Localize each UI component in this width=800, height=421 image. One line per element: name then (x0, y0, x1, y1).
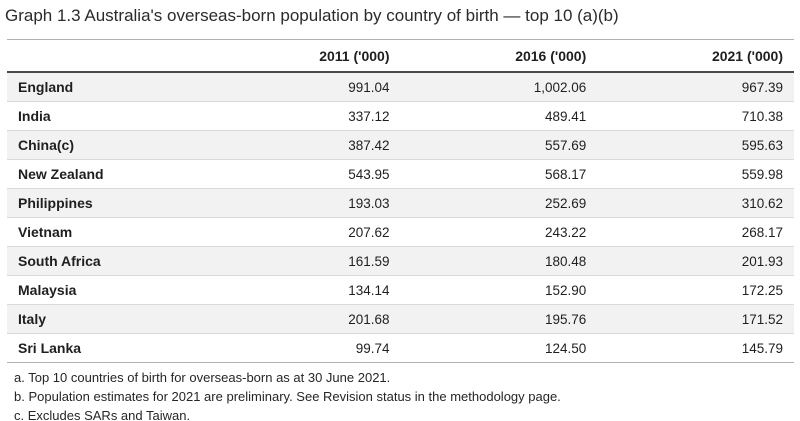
value-cell-2011: 193.03 (203, 188, 401, 218)
table-row: Italy 201.68 195.76 171.52 (7, 304, 794, 334)
value-cell-2021: 310.62 (597, 188, 794, 218)
value-cell-2011: 161.59 (203, 246, 401, 276)
table-row: Malaysia 134.14 152.90 172.25 (7, 275, 794, 305)
table-row: Vietnam 207.62 243.22 268.17 (7, 217, 794, 247)
country-cell: China(c) (7, 130, 204, 160)
value-cell-2016: 124.50 (400, 333, 598, 363)
table-header-row: 2011 ('000) 2016 ('000) 2021 ('000) (7, 39, 794, 73)
value-cell-2016: 568.17 (400, 159, 598, 189)
value-cell-2016: 252.69 (400, 188, 598, 218)
value-cell-2021: 268.17 (597, 217, 794, 247)
population-table: 2011 ('000) 2016 ('000) 2021 ('000) Engl… (7, 39, 794, 363)
value-cell-2016: 489.41 (400, 101, 598, 131)
table-body: England 991.04 1,002.06 967.39 India 337… (7, 72, 794, 363)
value-cell-2011: 991.04 (203, 72, 401, 102)
table-row: New Zealand 543.95 568.17 559.98 (7, 159, 794, 189)
value-cell-2016: 557.69 (400, 130, 598, 160)
country-cell: South Africa (7, 246, 204, 276)
footnote-item: c. Excludes SARs and Taiwan. (14, 408, 191, 421)
value-cell-2011: 207.62 (203, 217, 401, 247)
table-row: Philippines 193.03 252.69 310.62 (7, 188, 794, 218)
value-cell-2021: 172.25 (597, 275, 794, 305)
value-cell-2021: 145.79 (597, 333, 794, 363)
table-row: China(c) 387.42 557.69 595.63 (7, 130, 794, 160)
table-row: South Africa 161.59 180.48 201.93 (7, 246, 794, 276)
value-cell-2016: 180.48 (400, 246, 598, 276)
value-cell-2016: 152.90 (400, 275, 598, 305)
country-cell: Italy (7, 304, 204, 334)
country-cell: New Zealand (7, 159, 204, 189)
country-cell: Philippines (7, 188, 204, 218)
value-cell-2021: 967.39 (597, 72, 794, 102)
country-cell: Vietnam (7, 217, 204, 247)
value-cell-2021: 595.63 (597, 130, 794, 160)
country-cell: Sri Lanka (7, 333, 204, 363)
value-cell-2011: 387.42 (203, 130, 401, 160)
value-cell-2016: 195.76 (400, 304, 598, 334)
table-row: India 337.12 489.41 710.38 (7, 101, 794, 131)
col-header-2016: 2016 ('000) (400, 39, 598, 73)
value-cell-2016: 1,002.06 (400, 72, 598, 102)
col-header-2021: 2021 ('000) (597, 39, 794, 73)
country-cell: England (7, 72, 204, 102)
value-cell-2021: 171.52 (597, 304, 794, 334)
value-cell-2021: 201.93 (597, 246, 794, 276)
value-cell-2011: 543.95 (203, 159, 401, 189)
col-header-2011: 2011 ('000) (203, 39, 401, 73)
footnote-item: a. Top 10 countries of birth for oversea… (14, 370, 391, 385)
table-row: Sri Lanka 99.74 124.50 145.79 (7, 333, 794, 363)
country-cell: India (7, 101, 204, 131)
value-cell-2011: 201.68 (203, 304, 401, 334)
value-cell-2011: 337.12 (203, 101, 401, 131)
value-cell-2011: 99.74 (203, 333, 401, 363)
value-cell-2016: 243.22 (400, 217, 598, 247)
page-title: Graph 1.3 Australia's overseas-born popu… (5, 6, 619, 25)
value-cell-2021: 710.38 (597, 101, 794, 131)
footnote-item: b. Population estimates for 2021 are pre… (14, 389, 561, 404)
col-header-country (7, 39, 204, 73)
table-row: England 991.04 1,002.06 967.39 (7, 72, 794, 102)
value-cell-2021: 559.98 (597, 159, 794, 189)
footnotes: a. Top 10 countries of birth for oversea… (14, 368, 800, 421)
country-cell: Malaysia (7, 275, 204, 305)
value-cell-2011: 134.14 (203, 275, 401, 305)
